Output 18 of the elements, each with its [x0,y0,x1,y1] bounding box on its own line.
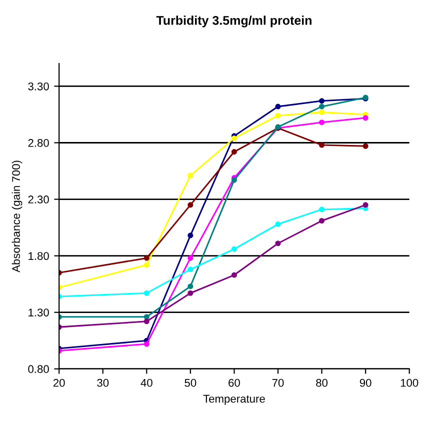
x-tick-label: 40 [140,378,152,387]
x-axis-title: Temperature [203,394,265,405]
x-tick-label: 80 [316,378,328,387]
y-tick-label: 2.80 [28,139,49,147]
x-tick-label: 50 [184,378,196,387]
x-tick-label: 90 [360,378,372,387]
y-tick-label: 1.30 [28,308,49,316]
y-axis-title: Absorbance (gain 700) [12,160,22,272]
y-tick-label: 3.30 [28,82,49,90]
x-tick-label: 70 [272,378,284,387]
x-tick-label: 100 [400,378,418,387]
chart-title: Turbidity 3.5mg/ml protein [156,16,312,28]
y-tick-label: 2.30 [28,196,49,204]
y-tick-label: 1.80 [28,252,49,260]
x-tick-label: 20 [53,378,65,387]
y-tick-label: 0.80 [28,365,49,374]
x-tick-label: 60 [228,378,240,387]
x-tick-label: 30 [97,378,109,387]
